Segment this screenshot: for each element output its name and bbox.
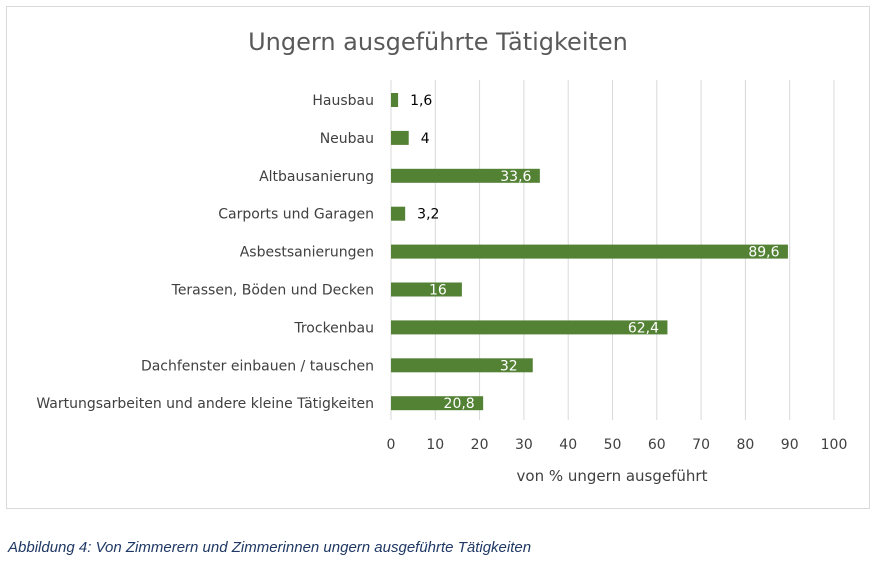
category-label: Wartungsarbeiten und andere kleine Tätig… (36, 396, 374, 412)
x-tick-label: 60 (648, 437, 666, 453)
x-tick-label: 30 (515, 437, 533, 453)
data-label: 89,6 (748, 245, 779, 261)
bar (391, 130, 409, 145)
category-label: Dachfenster einbauen / tauschen (141, 358, 374, 374)
bar (391, 396, 484, 411)
category-label: Terassen, Böden und Decken (171, 283, 374, 299)
bar (391, 244, 788, 259)
figure-caption: Abbildung 4: Von Zimmerern und Zimmerinn… (8, 539, 532, 556)
data-label: 33,6 (500, 169, 531, 185)
x-tick-label: 100 (821, 437, 848, 453)
data-label: 20,8 (444, 396, 475, 412)
data-label: 3,2 (417, 207, 439, 223)
category-label: Asbestsanierungen (240, 245, 374, 261)
x-tick-label: 70 (692, 437, 710, 453)
data-label: 4 (421, 131, 430, 147)
x-tick-label: 90 (781, 437, 799, 453)
x-tick-label: 10 (426, 437, 444, 453)
category-label: Hausbau (312, 93, 374, 109)
category-label: Trockenbau (293, 320, 374, 336)
x-tick-label: 50 (604, 437, 622, 453)
bar (391, 282, 462, 297)
chart-title: Ungern ausgeführte Tätigkeiten (248, 28, 628, 56)
bar (391, 320, 668, 335)
category-label: Altbausanierung (259, 169, 374, 185)
x-axis-label: von % ungern ausgeführt (517, 467, 708, 485)
bars: 1,6 4 33,6 3,2 89,6 16 62,4 32 20,8 (391, 93, 788, 412)
x-tick-label: 20 (471, 437, 489, 453)
x-tick-label: 80 (736, 437, 754, 453)
category-label: Neubau (320, 131, 374, 147)
x-tick-label: 0 (387, 437, 396, 453)
x-tick-label: 40 (559, 437, 577, 453)
bar (391, 168, 540, 183)
bar (391, 206, 406, 221)
category-labels: Hausbau Neubau Altbausanierung Carports und… (36, 93, 374, 412)
bar (391, 358, 533, 373)
data-label: 32 (500, 358, 518, 374)
x-tick-labels: 0 10 20 30 40 50 60 70 80 90 100 (387, 437, 848, 453)
data-label: 62,4 (628, 320, 659, 336)
bar-chart: Ungern ausgeführte Tätigkeiten 1,6 4 33,6 3… (36, 28, 848, 485)
category-label: Carports und Garagen (218, 207, 374, 223)
data-label: 1,6 (410, 93, 432, 109)
data-label: 16 (429, 283, 447, 299)
bar (391, 93, 399, 107)
